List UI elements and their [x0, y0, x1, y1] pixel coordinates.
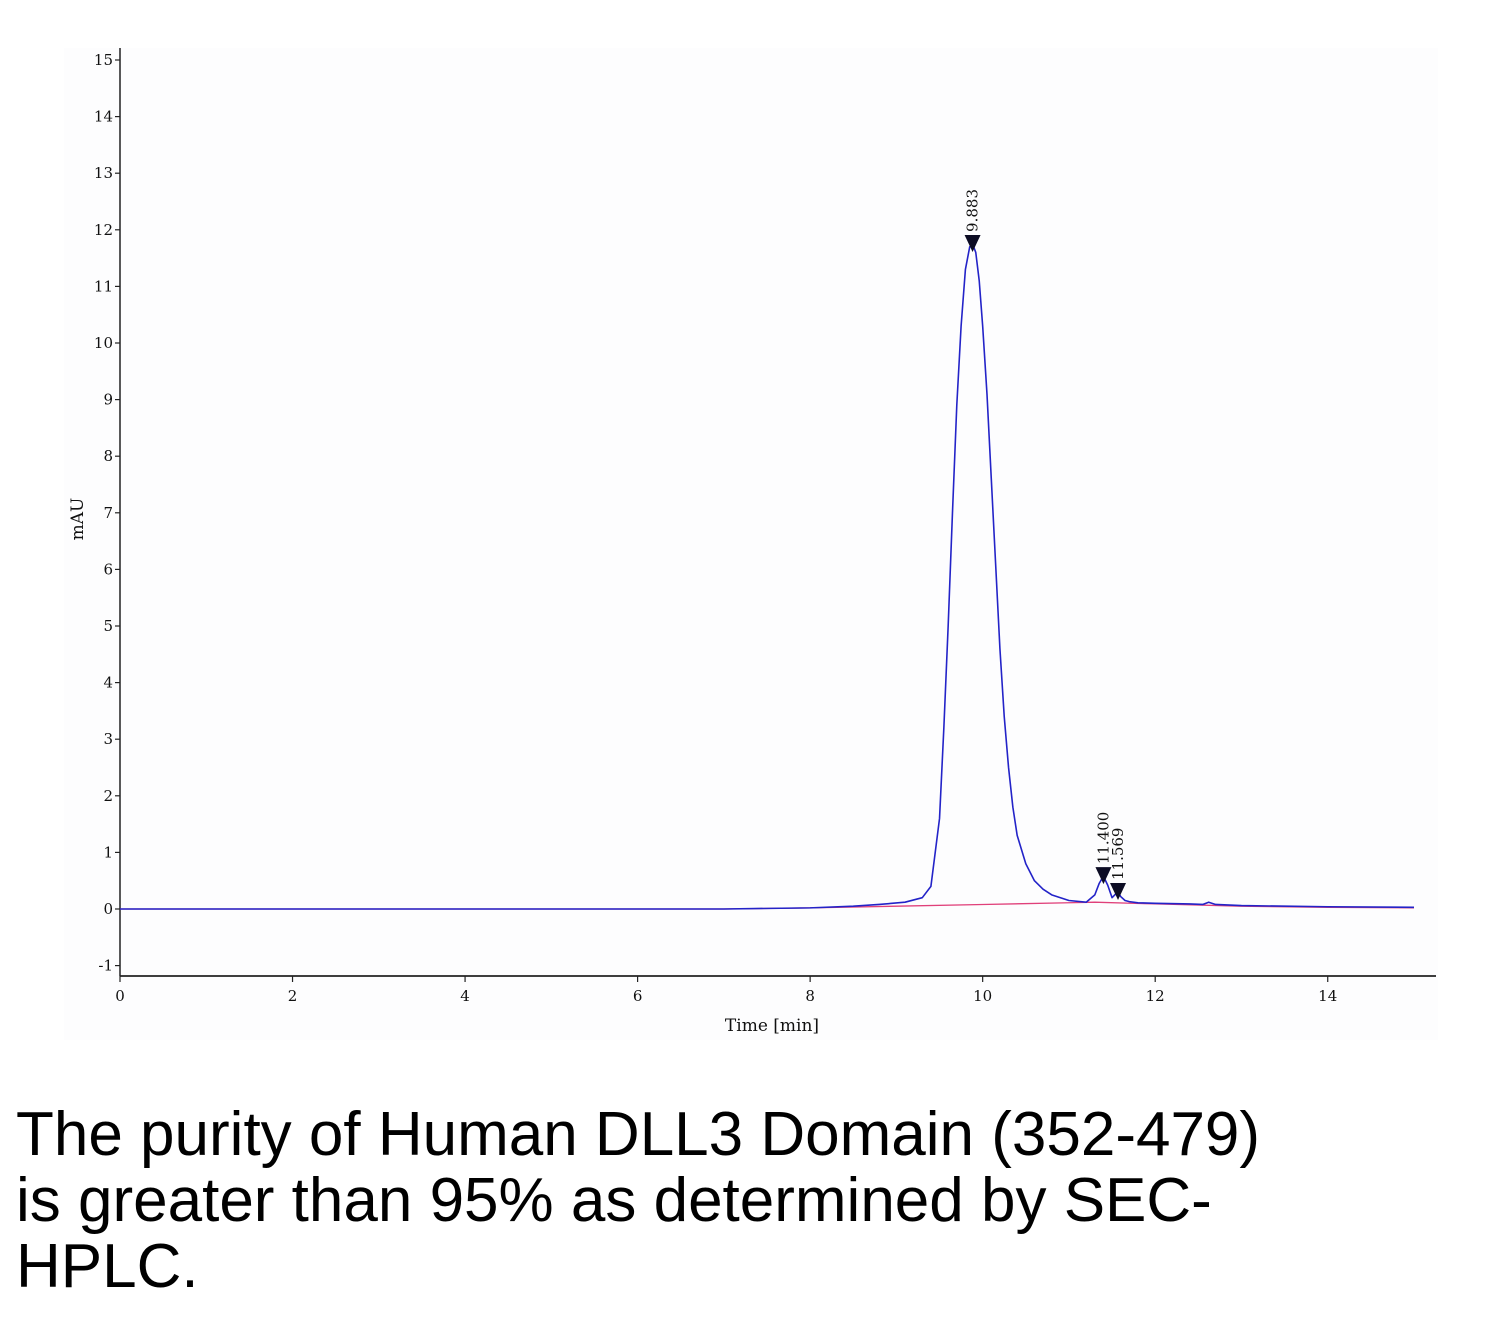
x-tick-label: 12 [1146, 987, 1165, 1005]
y-tick-label: 0 [103, 900, 113, 918]
y-tick-label: 9 [103, 391, 113, 409]
y-tick-label: 5 [103, 617, 113, 635]
y-tick-label: 6 [103, 560, 113, 578]
y-tick-label: 14 [94, 108, 113, 126]
chromatogram-trace [120, 243, 1415, 910]
y-axis-label: mAU [68, 498, 88, 541]
y-tick-label: 15 [94, 51, 113, 69]
peak-marker [964, 234, 981, 252]
y-tick-label: 1 [103, 843, 113, 861]
y-tick-label: 12 [94, 221, 113, 239]
peak-label: 11.569 [1109, 828, 1127, 881]
y-tick-label: 10 [94, 334, 113, 352]
y-tick-label: 2 [103, 787, 113, 805]
y-tick-label: 11 [94, 277, 113, 295]
peak-label: 11.400 [1094, 812, 1112, 865]
y-tick-label: 8 [103, 447, 113, 465]
x-tick-label: 10 [973, 987, 992, 1005]
y-tick-label: -1 [98, 957, 113, 975]
x-tick-label: 4 [460, 987, 470, 1005]
x-tick-label: 6 [633, 987, 643, 1005]
y-tick-label: 4 [103, 674, 113, 692]
peak-marker [1095, 867, 1112, 885]
x-tick-label: 0 [115, 987, 125, 1005]
peak-marker [1110, 883, 1127, 901]
chromatogram-chart: -1 0 1 2 3 4 5 6 7 8 9 10 11 12 13 14 15 0 2 4 6 8 10 12 14 9.88… [64, 48, 1438, 1040]
peak-label: 9.883 [964, 189, 982, 232]
x-axis-label: Time [min] [725, 1016, 819, 1036]
x-tick-label: 14 [1318, 987, 1337, 1005]
y-tick-label: 3 [103, 730, 113, 748]
y-tick-label: 7 [103, 504, 113, 522]
purity-caption: The purity of Human DLL3 Domain (352-479… [16, 1100, 1261, 1301]
x-tick-label: 8 [805, 987, 815, 1005]
plot-background [64, 48, 1438, 1040]
y-tick-label: 13 [94, 164, 113, 182]
x-tick-label: 2 [288, 987, 298, 1005]
